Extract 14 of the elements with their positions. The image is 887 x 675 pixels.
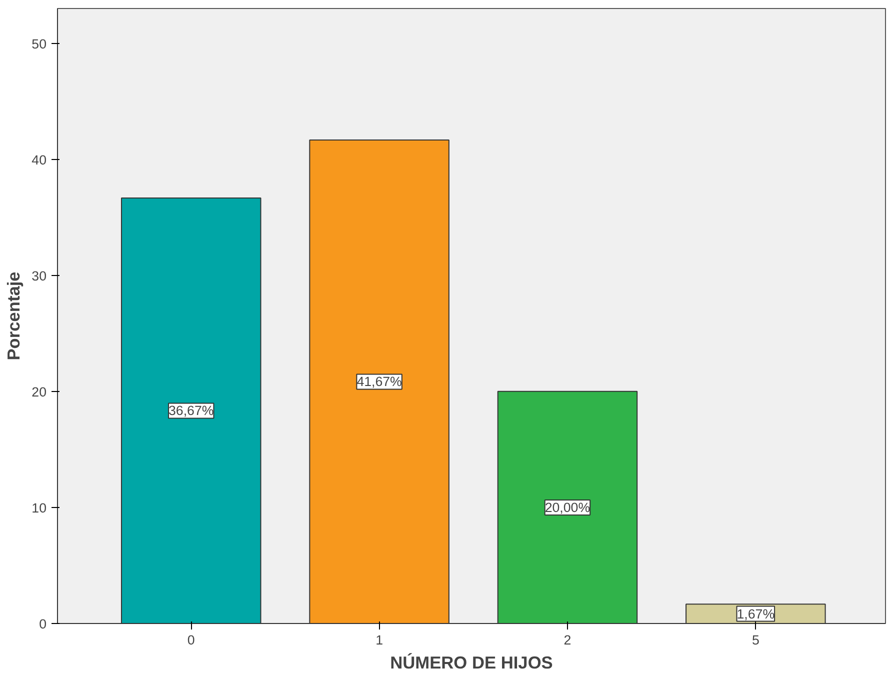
y-axis-title: Porcentaje (4, 271, 24, 360)
x-tick-label: 1 (376, 632, 384, 648)
y-tick-label: 20 (32, 384, 47, 400)
x-tick-label: 5 (752, 632, 760, 648)
y-tick-label: 50 (32, 36, 47, 52)
x-axis-title: NÚMERO DE HIJOS (390, 652, 553, 672)
y-tick-label: 0 (39, 616, 47, 632)
y-tick-label: 40 (32, 152, 47, 168)
x-tick-label: 0 (187, 632, 195, 648)
y-tick-label: 10 (32, 500, 47, 516)
data-label: 1,67% (736, 606, 775, 622)
y-tick-label: 30 (32, 268, 47, 284)
x-tick-label: 2 (564, 632, 572, 648)
data-label: 41,67% (356, 374, 402, 390)
